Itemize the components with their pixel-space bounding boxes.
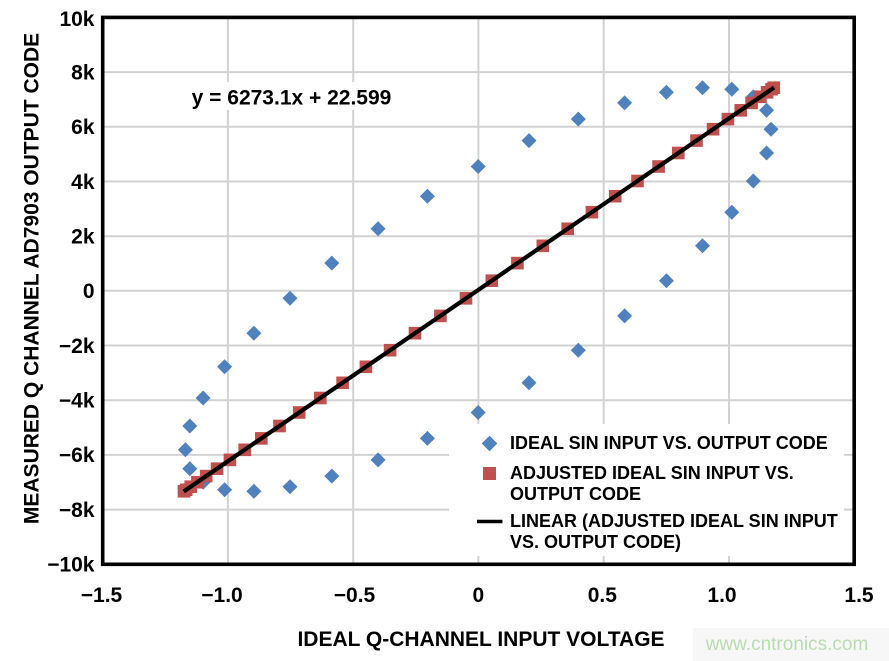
svg-text:0: 0 — [473, 584, 485, 607]
svg-text:2k: 2k — [71, 226, 95, 249]
svg-text:−10k: −10k — [47, 554, 95, 577]
svg-text:−4k: −4k — [59, 390, 95, 413]
svg-text:−6k: −6k — [59, 444, 95, 467]
svg-text:−8k: −8k — [59, 499, 95, 522]
svg-text:−1.0: −1.0 — [201, 584, 242, 607]
svg-text:IDEAL Q-CHANNEL INPUT VOLTAGE: IDEAL Q-CHANNEL INPUT VOLTAGE — [297, 628, 664, 651]
svg-text:6k: 6k — [71, 116, 95, 139]
svg-text:VS. OUTPUT CODE): VS. OUTPUT CODE) — [510, 532, 681, 552]
svg-text:1.0: 1.0 — [707, 584, 736, 607]
svg-text:OUTPUT CODE: OUTPUT CODE — [510, 484, 641, 504]
svg-text:−1.5: −1.5 — [81, 584, 123, 607]
svg-text:ADJUSTED IDEAL SIN INPUT VS.: ADJUSTED IDEAL SIN INPUT VS. — [510, 463, 794, 483]
svg-text:0.5: 0.5 — [588, 584, 618, 607]
svg-text:−0.5: −0.5 — [334, 584, 376, 607]
svg-text:1.5: 1.5 — [844, 584, 874, 607]
svg-text:IDEAL SIN INPUT VS. OUTPUT COD: IDEAL SIN INPUT VS. OUTPUT CODE — [510, 433, 828, 453]
svg-text:LINEAR (ADJUSTED IDEAL SIN INP: LINEAR (ADJUSTED IDEAL SIN INPUT — [510, 511, 838, 531]
svg-text:0: 0 — [83, 280, 95, 303]
svg-text:4k: 4k — [71, 171, 95, 194]
svg-text:8k: 8k — [71, 61, 95, 84]
svg-text:−2k: −2k — [59, 335, 95, 358]
svg-text:www.cntronics.com: www.cntronics.com — [705, 634, 869, 655]
svg-text:y = 6273.1x + 22.599: y = 6273.1x + 22.599 — [192, 87, 392, 110]
svg-text:10k: 10k — [59, 8, 94, 31]
svg-text:MEASURED Q CHANNEL AD7903 OUTP: MEASURED Q CHANNEL AD7903 OUTPUT CODE — [21, 33, 44, 524]
